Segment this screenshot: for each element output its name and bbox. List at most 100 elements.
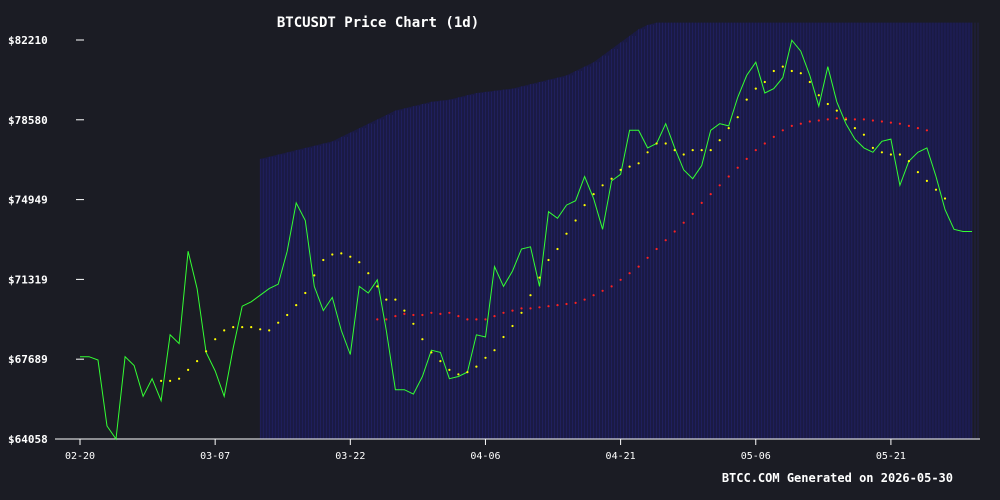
sma_short-point bbox=[520, 311, 523, 314]
y-tick-label: $67689 bbox=[8, 353, 48, 366]
sma_short-point bbox=[457, 373, 460, 376]
sma_short-point bbox=[259, 328, 262, 331]
sma_short-point bbox=[673, 149, 676, 152]
x-tick-label: 04-06 bbox=[470, 451, 500, 462]
sma_short-point bbox=[412, 322, 415, 325]
sma_short-point bbox=[295, 304, 298, 307]
sma_long-point bbox=[637, 265, 640, 268]
sma_short-point bbox=[691, 149, 694, 152]
sma_short-point bbox=[799, 72, 802, 75]
sma_short-point bbox=[484, 356, 487, 359]
sma_long-point bbox=[646, 256, 649, 259]
sma_short-point bbox=[637, 162, 640, 165]
sma_short-point bbox=[385, 298, 388, 301]
band-area bbox=[260, 22, 972, 439]
sma_short-point bbox=[754, 87, 757, 90]
sma_long-point bbox=[583, 298, 586, 301]
sma_long-point bbox=[808, 120, 811, 123]
sma_long-point bbox=[871, 119, 875, 122]
sma_short-point bbox=[628, 165, 631, 168]
sma_short-point bbox=[871, 146, 875, 149]
sma_short-point bbox=[574, 219, 577, 222]
sma_long-point bbox=[772, 135, 775, 138]
sma_long-point bbox=[817, 119, 820, 122]
sma_short-point bbox=[538, 276, 541, 279]
sma_short-point bbox=[394, 298, 397, 301]
y-tick-label: $71319 bbox=[8, 273, 48, 286]
footer-credit: BTCC.COM Generated on 2026-05-30 bbox=[722, 471, 953, 485]
sma_long-point bbox=[430, 311, 433, 314]
sma_long-point bbox=[889, 121, 893, 124]
sma_long-point bbox=[691, 212, 694, 215]
sma_short-point bbox=[367, 272, 370, 275]
sma_short-point bbox=[583, 204, 586, 207]
sma_short-point bbox=[772, 69, 775, 73]
sma_long-point bbox=[574, 301, 577, 304]
sma_short-point bbox=[763, 80, 766, 84]
series-group bbox=[80, 39, 972, 441]
sma_long-point bbox=[592, 294, 595, 297]
y-tick-label: $78580 bbox=[8, 114, 48, 127]
sma_short-point bbox=[835, 109, 838, 112]
sma_short-point bbox=[925, 179, 929, 182]
sma_short-point bbox=[349, 255, 352, 258]
sma_short-point bbox=[880, 151, 884, 154]
sma_short-point bbox=[475, 365, 478, 368]
sma_short-point bbox=[304, 291, 307, 295]
volatility-band bbox=[259, 22, 979, 439]
sma_long-point bbox=[835, 117, 838, 120]
sma_short-point bbox=[547, 258, 550, 262]
sma_long-point bbox=[700, 201, 703, 204]
sma_long-point bbox=[610, 285, 613, 288]
sma_short-point bbox=[313, 274, 316, 277]
sma_short-point bbox=[358, 261, 361, 264]
sma_short-point bbox=[781, 65, 784, 68]
sma_short-point bbox=[655, 142, 658, 145]
sma_long-point bbox=[898, 122, 902, 125]
sma_long-point bbox=[520, 307, 523, 310]
sma_long-point bbox=[754, 149, 757, 152]
x-tick-label: 05-21 bbox=[876, 451, 906, 462]
sma_short-point bbox=[565, 232, 568, 235]
sma_short-point bbox=[718, 139, 721, 142]
sma_short-point bbox=[808, 80, 811, 84]
sma_short-point bbox=[916, 171, 920, 174]
x-tick-label: 02-20 bbox=[65, 451, 95, 462]
sma_long-point bbox=[529, 307, 532, 310]
sma_long-point bbox=[916, 127, 920, 130]
price-line bbox=[80, 39, 972, 441]
y-tick-label: $82210 bbox=[8, 34, 48, 47]
sma_short-point bbox=[529, 294, 532, 297]
sma_short-point bbox=[493, 349, 496, 352]
sma_short-point bbox=[646, 151, 649, 154]
sma_short-point bbox=[907, 160, 911, 163]
sma_short-point bbox=[862, 133, 866, 136]
sma_short-point bbox=[889, 153, 893, 156]
sma_long-point bbox=[619, 278, 622, 281]
sma_long-point bbox=[853, 118, 857, 121]
sma_short-point bbox=[286, 313, 289, 317]
sma_short-point bbox=[232, 326, 235, 329]
sma_short-point bbox=[196, 360, 199, 363]
sma_long-point bbox=[763, 142, 766, 145]
x-tick-label: 05-06 bbox=[741, 451, 771, 462]
sma_long-point bbox=[907, 124, 911, 127]
sma_short-point bbox=[709, 149, 712, 152]
y-tick-label: $64058 bbox=[8, 433, 48, 446]
sma_long-point bbox=[466, 318, 469, 321]
sma_short-dots bbox=[160, 65, 947, 382]
sma_short-point bbox=[439, 360, 442, 363]
sma_long-point bbox=[511, 309, 514, 312]
sma_long-point bbox=[493, 315, 496, 318]
sma_short-point bbox=[790, 69, 793, 73]
sma_long-point bbox=[790, 124, 793, 127]
sma_long-point bbox=[682, 221, 685, 224]
sma_long-point bbox=[745, 157, 748, 160]
axes: $82210 $78580 $74949 $71319 $67689 $64058 02-2… bbox=[8, 34, 980, 462]
sma_short-point bbox=[448, 368, 451, 371]
sma_short-point bbox=[178, 377, 181, 380]
sma_short-point bbox=[619, 168, 622, 171]
sma_long-point bbox=[844, 117, 848, 120]
